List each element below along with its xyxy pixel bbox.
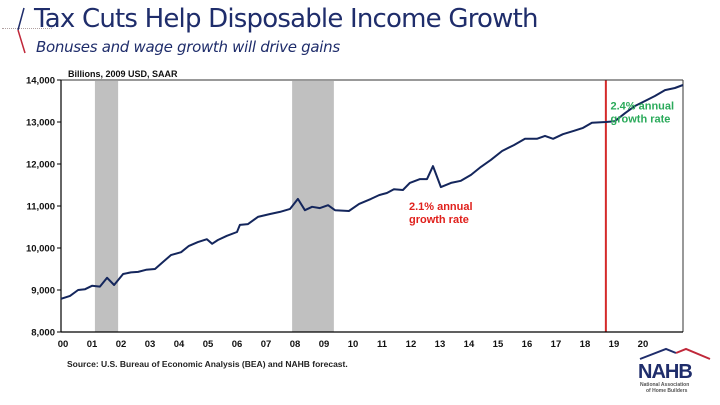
y-tick-label: 8,000 <box>31 328 55 339</box>
y-tick-label: 13,000 <box>26 118 55 129</box>
x-tick-label: 05 <box>203 339 214 350</box>
x-tick-label: 02 <box>116 339 127 350</box>
source-note: Source: U.S. Bureau of Economic Analysis… <box>67 359 348 369</box>
y-tick-label: 14,000 <box>26 76 55 87</box>
x-tick-label: 08 <box>290 339 301 350</box>
x-tick-label: 06 <box>232 339 243 350</box>
y-tick-label: 12,000 <box>26 160 55 171</box>
title-decor-dots <box>2 28 52 29</box>
x-tick-label: 14 <box>464 339 475 350</box>
series-line-disposable-income <box>60 84 684 300</box>
x-tick-label: 12 <box>406 339 417 350</box>
y-tick-label: 10,000 <box>26 244 55 255</box>
nahb-logo: NAHB National Association of Home Builde… <box>638 347 711 394</box>
x-tick-label: 13 <box>435 339 446 350</box>
y-tick-label: 9,000 <box>31 286 55 297</box>
page-title: Tax Cuts Help Disposable Income Growth <box>34 4 538 34</box>
annotation-line-1: 2.4% annual <box>611 100 675 112</box>
x-tick-label: 04 <box>174 339 185 350</box>
x-tick-label: 09 <box>319 339 330 350</box>
annotation-line-2: growth rate <box>611 113 671 125</box>
x-tick-label: 20 <box>638 339 649 350</box>
x-tick-label: 07 <box>261 339 272 350</box>
annotation-line-2: growth rate <box>409 214 469 226</box>
x-tick-label: 18 <box>580 339 591 350</box>
x-tick-label: 15 <box>493 339 504 350</box>
recession-band-1 <box>94 81 119 332</box>
y-axis-ticks: 8,000 9,000 10,000 11,000 12,000 13,000 14,000 <box>26 76 61 339</box>
x-tick-label: 16 <box>522 339 533 350</box>
title-decor-slash <box>17 7 26 54</box>
logo-subtext-1: National Association <box>640 382 689 388</box>
x-tick-label: 00 <box>58 339 69 350</box>
x-tick-label: 10 <box>348 339 359 350</box>
x-tick-label: 17 <box>551 339 562 350</box>
logo-text: NAHB <box>638 361 692 383</box>
x-tick-label: 03 <box>145 339 156 350</box>
x-tick-label: 19 <box>609 339 620 350</box>
x-tick-label: 11 <box>377 339 388 350</box>
x-axis-ticks: 00 01 02 03 04 05 06 07 08 09 10 11 12 13 14 15 16 17 18 19… <box>58 339 649 350</box>
y-axis-unit-label: Billions, 2009 USD, SAAR <box>68 69 178 79</box>
x-tick-label: 01 <box>87 339 98 350</box>
y-tick-label: 11,000 <box>26 202 55 213</box>
annotation-line-1: 2.1% annual <box>409 201 473 213</box>
page-subtitle: Bonuses and wage growth will drive gains <box>36 38 340 56</box>
recession-bands <box>94 81 334 332</box>
logo-subtext-2: of Home Builders <box>646 388 688 394</box>
